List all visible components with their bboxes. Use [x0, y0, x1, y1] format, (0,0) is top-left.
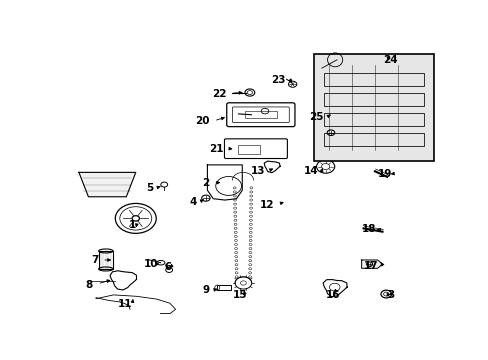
- Text: 19: 19: [377, 169, 391, 179]
- Text: 12: 12: [260, 199, 274, 210]
- Text: 4: 4: [189, 197, 196, 207]
- Text: 16: 16: [325, 290, 340, 300]
- Text: 25: 25: [308, 112, 323, 122]
- Bar: [314, 54, 433, 161]
- Bar: [323, 73, 423, 86]
- Bar: [99, 251, 113, 269]
- Text: 23: 23: [271, 75, 285, 85]
- Bar: [323, 113, 423, 126]
- Bar: [217, 285, 230, 290]
- Text: 17: 17: [364, 261, 378, 270]
- Bar: [238, 145, 260, 153]
- Bar: [244, 111, 276, 118]
- Text: 22: 22: [212, 89, 226, 99]
- Text: 18: 18: [362, 225, 376, 234]
- Text: 14: 14: [303, 166, 317, 176]
- Text: 11: 11: [117, 299, 132, 309]
- Text: 15: 15: [233, 290, 247, 300]
- Text: 8: 8: [85, 280, 92, 290]
- Text: 2: 2: [201, 177, 208, 188]
- Polygon shape: [361, 260, 382, 268]
- Text: 13: 13: [250, 166, 264, 176]
- Text: 20: 20: [195, 116, 210, 126]
- Text: 1: 1: [128, 220, 135, 230]
- Polygon shape: [79, 172, 136, 197]
- Text: 21: 21: [208, 144, 223, 154]
- Text: 3: 3: [386, 290, 394, 300]
- Bar: [323, 133, 423, 146]
- Text: 24: 24: [382, 55, 397, 66]
- Text: 10: 10: [144, 259, 158, 269]
- Text: 6: 6: [164, 262, 172, 272]
- Text: 7: 7: [91, 255, 98, 265]
- Text: 5: 5: [145, 183, 153, 193]
- Text: 9: 9: [203, 285, 210, 296]
- Bar: [323, 93, 423, 106]
